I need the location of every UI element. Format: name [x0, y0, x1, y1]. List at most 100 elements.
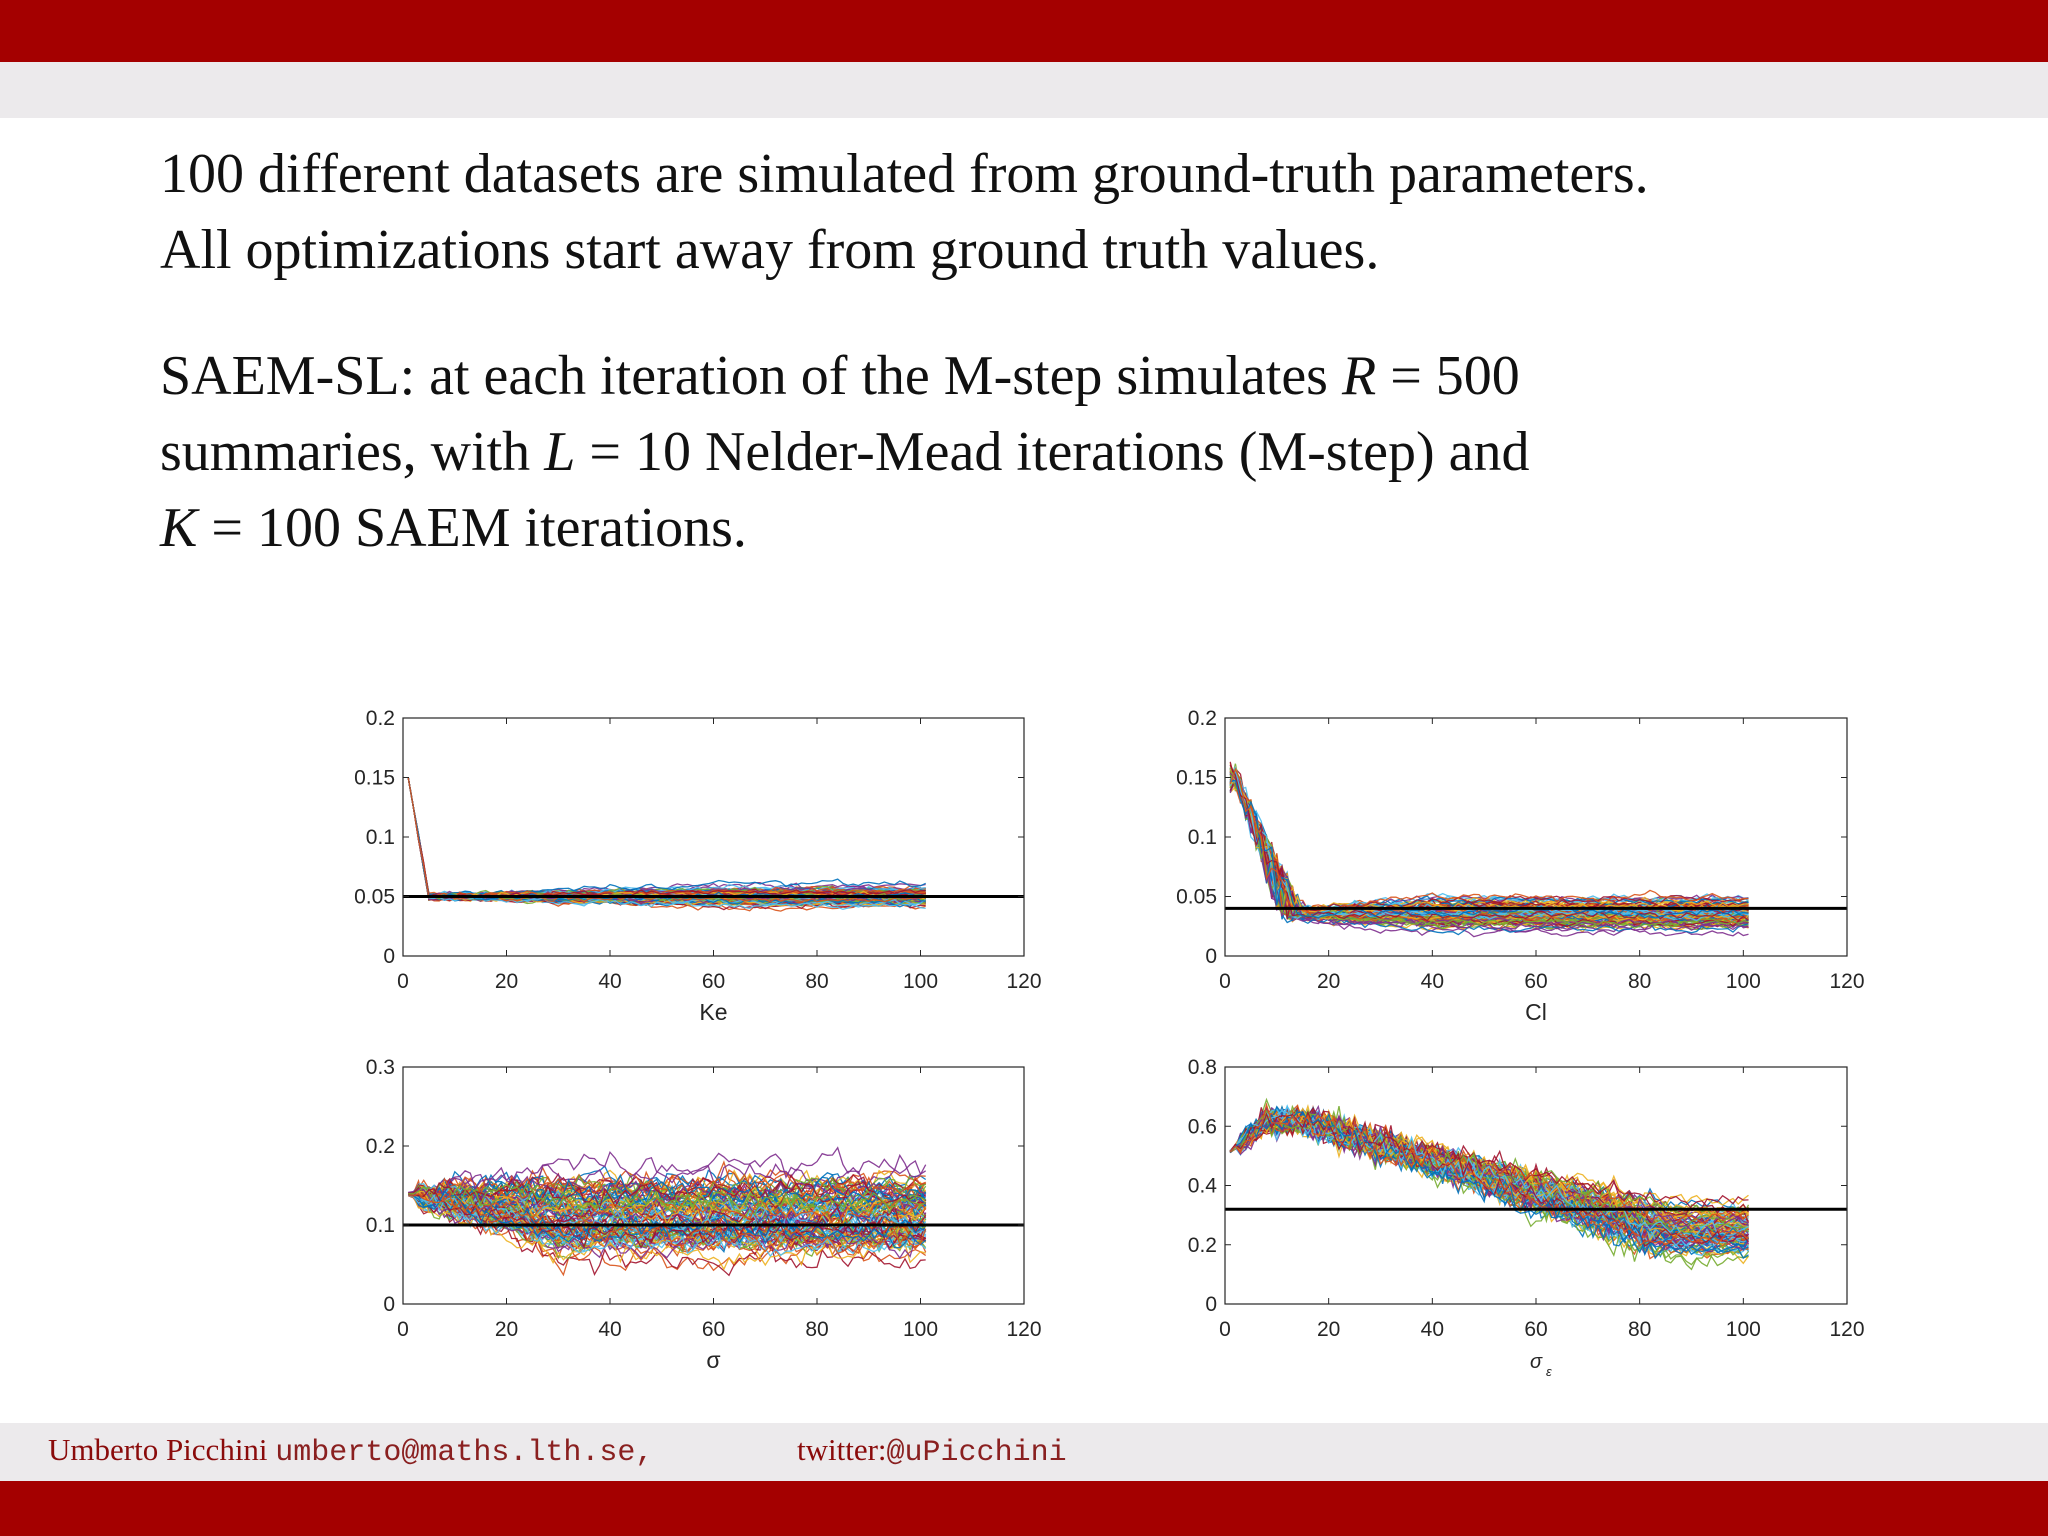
y-tick-label: 0: [383, 1293, 395, 1316]
series-line: [408, 1172, 926, 1209]
trace-panel-2: 0 20 40 60 80 100 120 0 0.05 0.1 0.15 0.2 Cl: [1176, 707, 1864, 1025]
series-line: [1229, 765, 1749, 923]
series-line: [1230, 771, 1749, 925]
series-line: [408, 1173, 927, 1212]
series-line: [408, 1172, 927, 1205]
series-line: [1229, 775, 1749, 925]
series-line: [407, 777, 926, 905]
series-line: [1229, 765, 1749, 917]
series-line: [1229, 779, 1749, 918]
series-line: [1229, 1111, 1749, 1268]
series-line: [407, 777, 926, 904]
series-line: [407, 777, 926, 900]
series-line: [1229, 774, 1749, 924]
y-tick-label: 0.1: [366, 826, 395, 849]
series-line: [1229, 1116, 1749, 1207]
y-tick-label: 0: [1205, 945, 1217, 968]
series-line: [407, 777, 926, 906]
series-line: [408, 1191, 927, 1232]
twitter-handle[interactable]: @uPicchini: [886, 1436, 1067, 1470]
series-line: [1229, 1112, 1750, 1232]
series-line: [407, 777, 926, 900]
series-line: [408, 1187, 927, 1245]
series-line: [1229, 773, 1749, 920]
series-line: [1229, 1107, 1749, 1236]
series-line: [1229, 1112, 1749, 1243]
r-value: 500: [1435, 345, 1520, 407]
x-tick-label: 40: [1421, 1318, 1444, 1341]
series-line: [407, 777, 926, 905]
series-line: [407, 777, 926, 902]
series-line: [407, 777, 926, 901]
series-line: [1229, 1113, 1749, 1237]
author-email[interactable]: umberto@maths.lth.se,: [275, 1436, 654, 1470]
series-line: [407, 777, 926, 902]
series-line: [1229, 770, 1749, 936]
series-line: [407, 777, 926, 901]
series-line: [1229, 780, 1749, 929]
series-line: [407, 777, 927, 904]
series-line: [1229, 1107, 1749, 1241]
series-line: [407, 777, 927, 907]
series-line: [1229, 1104, 1749, 1237]
series-line: [407, 777, 926, 898]
x-tick-label: 60: [1524, 970, 1547, 993]
y-tick-label: 0.2: [1188, 707, 1217, 730]
series-line: [1229, 1110, 1749, 1250]
x-tick-label: 80: [1628, 970, 1651, 993]
plot-frame: [402, 1066, 1025, 1305]
series-line: [1230, 770, 1749, 919]
series-line: [407, 777, 926, 901]
series-line: [1229, 769, 1749, 912]
series-line: [408, 1160, 927, 1203]
header-bar: [0, 0, 2048, 62]
series-line: [1229, 1115, 1750, 1239]
series-line: [1229, 776, 1749, 917]
l-value: 10: [634, 421, 691, 483]
series-line: [407, 777, 926, 911]
series-line: [1229, 1107, 1750, 1253]
series-line: [407, 777, 926, 899]
series-line: [407, 777, 926, 901]
series-line: [1229, 1108, 1749, 1254]
series-line: [1229, 767, 1749, 921]
series-line: [408, 1184, 927, 1235]
series-line: [407, 777, 926, 901]
series-line: [407, 777, 926, 907]
series-line: [1229, 1105, 1750, 1271]
series-line: [1229, 779, 1749, 911]
series-line: [407, 777, 926, 902]
series-line: [1229, 779, 1749, 919]
x-tick-label: 100: [1726, 1318, 1761, 1341]
series-line: [1229, 1110, 1749, 1240]
series-line: [1229, 761, 1749, 927]
series-line: [1229, 1106, 1749, 1248]
footer-twitter: twitter:@uPicchini: [797, 1432, 1067, 1470]
series-line: [1229, 772, 1749, 915]
equals-sign: =: [211, 497, 243, 559]
series-line: [1229, 1108, 1750, 1258]
series-line: [408, 1184, 927, 1227]
equals-sign: =: [1390, 345, 1422, 407]
series-line: [1229, 1111, 1750, 1257]
series-line: [408, 1184, 927, 1236]
series-line: [407, 777, 926, 906]
series-line: [1229, 1114, 1749, 1242]
series-line: [1229, 767, 1749, 913]
series-line: [408, 1184, 926, 1217]
series-line: [1229, 764, 1749, 922]
series-line: [1229, 771, 1749, 916]
series-line: [407, 777, 926, 904]
series-line: [1229, 771, 1749, 916]
series-line: [1229, 1113, 1749, 1246]
series-line: [408, 1191, 927, 1249]
x-tick-label: 100: [1726, 970, 1761, 993]
series-line: [408, 1185, 927, 1221]
series-line: [408, 1194, 927, 1254]
series-line: [1229, 776, 1749, 931]
series-line: [1229, 1108, 1749, 1228]
series-line: [407, 777, 926, 901]
x-tick-label: 0: [1219, 1318, 1231, 1341]
x-tick-label: 20: [495, 970, 518, 993]
series-line: [1229, 774, 1749, 931]
